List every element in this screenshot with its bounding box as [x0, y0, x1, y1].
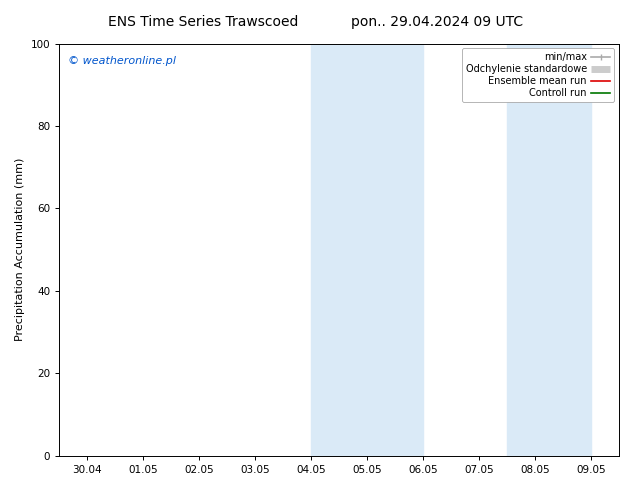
Text: ENS Time Series Trawscoed: ENS Time Series Trawscoed: [108, 15, 298, 29]
Text: pon.. 29.04.2024 09 UTC: pon.. 29.04.2024 09 UTC: [351, 15, 524, 29]
Legend: min/max, Odchylenie standardowe, Ensemble mean run, Controll run: min/max, Odchylenie standardowe, Ensembl…: [462, 49, 614, 102]
Y-axis label: Precipitation Accumulation (mm): Precipitation Accumulation (mm): [15, 158, 25, 342]
Bar: [311, 44, 423, 456]
Bar: [507, 44, 591, 456]
Text: © weatheronline.pl: © weatheronline.pl: [68, 56, 176, 66]
